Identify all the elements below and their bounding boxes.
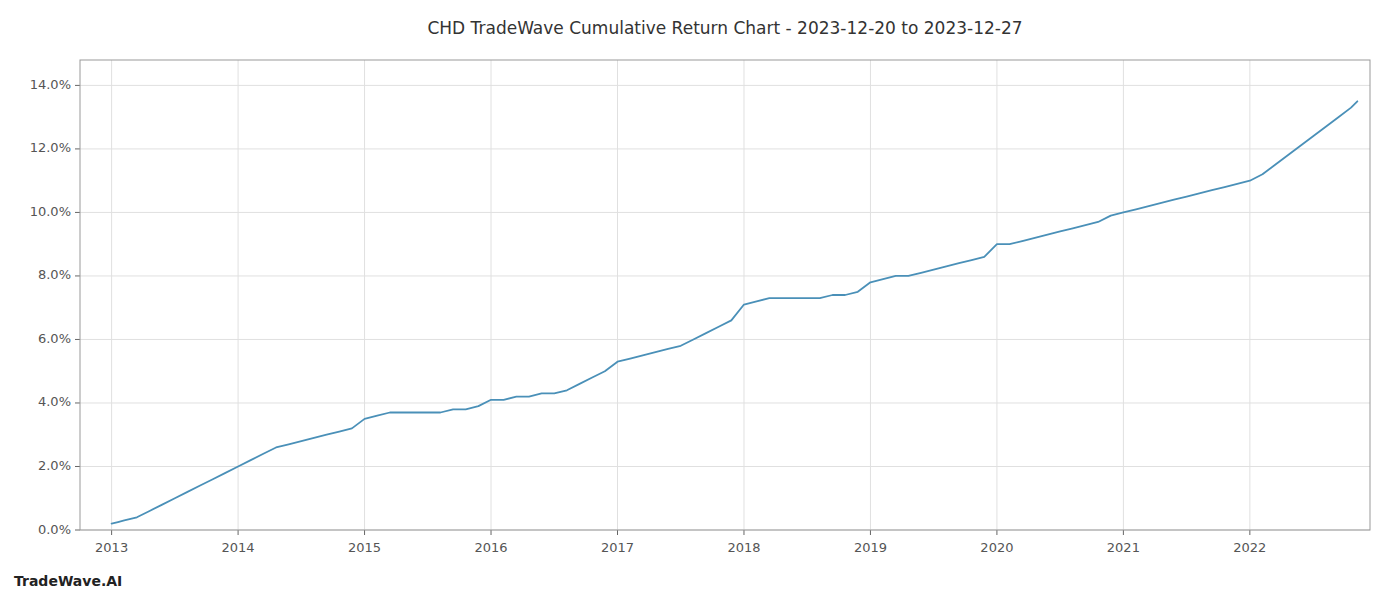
tick-mark — [364, 530, 365, 535]
x-tick-label: 2020 — [980, 540, 1013, 555]
watermark: TradeWave.AI — [14, 573, 122, 589]
grid-line — [1249, 60, 1250, 530]
tick-mark — [75, 275, 80, 276]
grid-line — [80, 212, 1370, 213]
x-tick-label: 2017 — [601, 540, 634, 555]
y-tick-label: 12.0% — [30, 140, 71, 155]
grid-line — [364, 60, 365, 530]
tick-mark — [238, 530, 239, 535]
grid-line — [80, 339, 1370, 340]
x-tick-label: 2022 — [1233, 540, 1266, 555]
tick-mark — [111, 530, 112, 535]
tick-mark — [996, 530, 997, 535]
grid-line — [870, 60, 871, 530]
tick-mark — [75, 212, 80, 213]
tick-mark — [1123, 530, 1124, 535]
x-tick-label: 2019 — [854, 540, 887, 555]
grid-line — [80, 275, 1370, 276]
tick-mark — [75, 85, 80, 86]
x-tick-label: 2013 — [95, 540, 128, 555]
chart: CHD TradeWave Cumulative Return Chart - … — [0, 0, 1400, 600]
axes: 0.0% 2.0% 4.0% 6.0% 8.0% 10.0% 12.0% 14.0% 2013 2… — [30, 60, 1370, 555]
grid-line — [996, 60, 997, 530]
grid-line — [80, 148, 1370, 149]
tick-mark — [75, 339, 80, 340]
x-tick-label: 2016 — [474, 540, 507, 555]
x-tick-label: 2014 — [222, 540, 255, 555]
tick-mark — [75, 466, 80, 467]
y-tick-label: 4.0% — [38, 394, 71, 409]
tick-mark — [75, 402, 80, 403]
tick-mark — [1249, 530, 1250, 535]
grid-line — [743, 60, 744, 530]
grid — [80, 60, 1370, 530]
x-tick-label: 2021 — [1107, 540, 1140, 555]
y-tick-label: 14.0% — [30, 77, 71, 92]
grid-line — [80, 402, 1370, 403]
grid-line — [111, 60, 112, 530]
x-tick-label: 2018 — [727, 540, 760, 555]
grid-line — [491, 60, 492, 530]
plot-area — [112, 101, 1358, 523]
plot-frame — [80, 60, 1370, 530]
y-tick-label: 0.0% — [38, 522, 71, 537]
grid-line — [1123, 60, 1124, 530]
tick-mark — [491, 530, 492, 535]
line — [112, 101, 1358, 523]
y-tick-label: 6.0% — [38, 331, 71, 346]
tick-mark — [743, 530, 744, 535]
title: CHD TradeWave Cumulative Return Chart - … — [427, 18, 1022, 38]
tick-mark — [75, 148, 80, 149]
y-tick-label: 10.0% — [30, 204, 71, 219]
tick-mark — [617, 530, 618, 535]
tick-mark — [870, 530, 871, 535]
y-tick-label: 2.0% — [38, 458, 71, 473]
grid-line — [617, 60, 618, 530]
tick-mark — [75, 530, 80, 531]
grid-line — [80, 85, 1370, 86]
grid-line — [80, 466, 1370, 467]
x-tick-label: 2015 — [348, 540, 381, 555]
grid-line — [238, 60, 239, 530]
y-tick-label: 8.0% — [38, 267, 71, 282]
